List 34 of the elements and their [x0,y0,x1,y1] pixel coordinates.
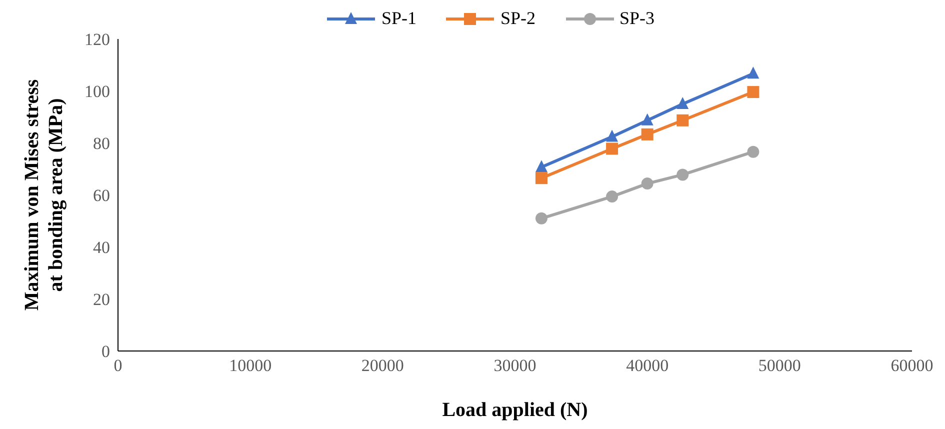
x-axis-title: Load applied (N) [442,399,588,421]
y-tick-label: 100 [84,82,110,102]
y-axis-title: Maximum von Mises stress at bonding area (MPa) [21,79,67,311]
y-tick-label: 20 [93,290,110,310]
legend-label: SP-1 [381,8,416,29]
x-tick-label: 10000 [229,356,272,376]
point [606,142,618,155]
x-tick-label: 20000 [361,356,404,376]
point [606,190,618,203]
y-tick-label: 0 [102,342,110,362]
point [747,66,760,79]
legend-label: SP-3 [620,8,655,29]
point [641,128,654,140]
point [641,178,654,190]
x-tick-label: 0 [114,356,122,376]
point [747,86,760,98]
y-tick-label: 80 [93,134,110,154]
point [676,97,689,109]
point [606,130,618,142]
point [535,212,548,224]
point [676,168,689,181]
y-tick-label: 120 [84,30,110,50]
point [535,172,548,184]
x-tick-label: 60000 [890,356,934,376]
point [676,114,689,126]
x-tick-label: 30000 [494,356,536,376]
legend-label: SP-2 [500,8,536,29]
x-tick-label: 40000 [626,356,669,376]
point [535,160,548,172]
point [747,146,760,158]
point [641,113,654,126]
y-tick-label: 60 [93,186,110,206]
y-tick-label: 40 [93,238,110,258]
x-tick-label: 50000 [758,356,801,376]
